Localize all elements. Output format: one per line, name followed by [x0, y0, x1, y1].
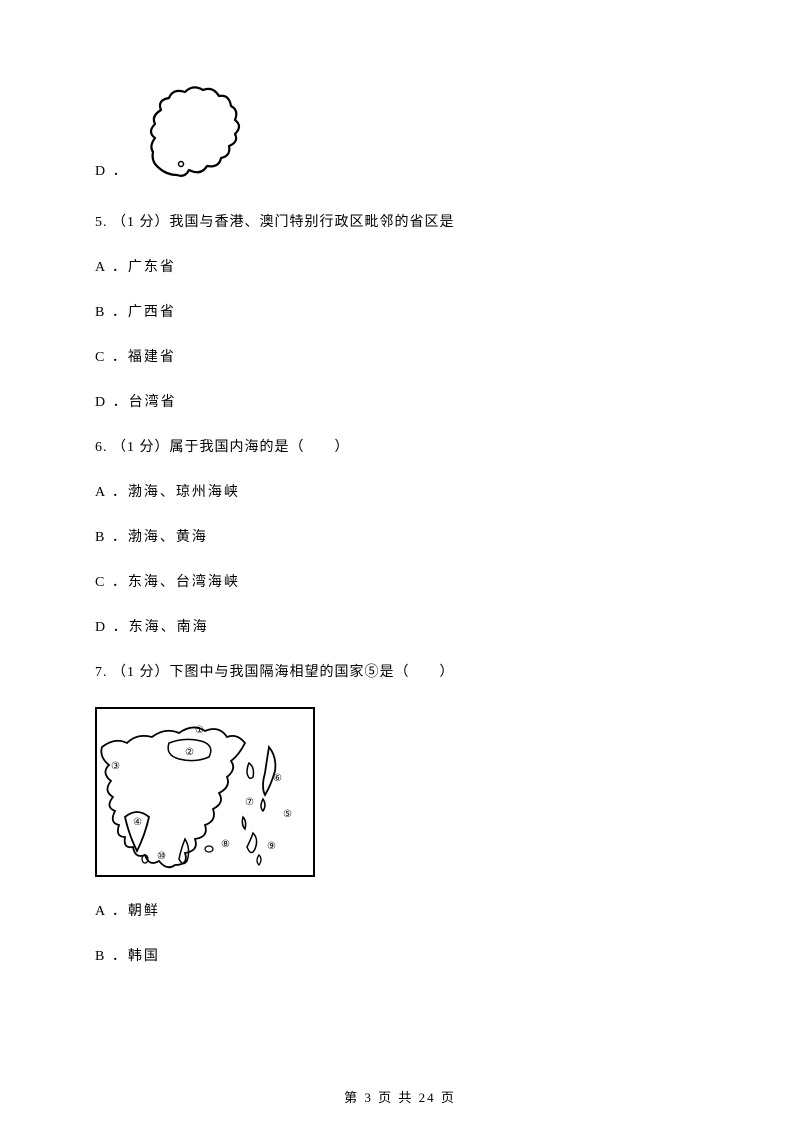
map-label-5: ⑤: [283, 809, 292, 820]
map-label-9: ⑨: [267, 841, 276, 852]
q5-option-b: B ．广西省: [95, 302, 705, 323]
asia-map-icon: ① ② ③ ④ ⑤ ⑥ ⑦ ⑧ ⑨ ⑩: [97, 709, 313, 875]
q5-stem: 5. （1 分）我国与香港、澳门特别行政区毗邻的省区是: [95, 212, 705, 233]
q7-option-a: A ．朝鲜: [95, 901, 705, 922]
q7-map-figure: ① ② ③ ④ ⑤ ⑥ ⑦ ⑧ ⑨ ⑩: [95, 707, 315, 877]
map-label-3: ③: [111, 761, 120, 772]
q5-option-c: C ．福建省: [95, 347, 705, 368]
q6-option-b: B ．渤海、黄海: [95, 527, 705, 548]
map-label-1: ①: [195, 725, 204, 736]
map-label-7: ⑦: [245, 797, 254, 808]
q6-option-c: C ．东海、台湾海峡: [95, 572, 705, 593]
map-label-10: ⑩: [157, 851, 166, 862]
map-label-6: ⑥: [273, 773, 282, 784]
map-label-2: ②: [185, 747, 194, 758]
page-footer: 第 3 页 共 24 页: [0, 1087, 800, 1106]
q6-option-d: D ．东海、南海: [95, 617, 705, 638]
q6-option-a: A ．渤海、琼州海峡: [95, 482, 705, 503]
page-content: D ． 5. （1 分）我国与香港、澳门特别行政区毗邻的省区是 A ．广东省 B…: [95, 80, 705, 967]
q6-stem: 6. （1 分）属于我国内海的是（ ）: [95, 437, 705, 458]
map-label-4: ④: [133, 817, 142, 828]
province-outline-map-icon: [137, 80, 247, 188]
q5-option-a: A ．广东省: [95, 257, 705, 278]
q4-option-d: D ．: [95, 80, 705, 188]
q7-option-b: B ．韩国: [95, 946, 705, 967]
q7-stem: 7. （1 分）下图中与我国隔海相望的国家⑤是（ ）: [95, 662, 705, 683]
q5-option-d: D ．台湾省: [95, 392, 705, 413]
q4-option-d-label: D ．: [95, 161, 129, 188]
map-label-8: ⑧: [221, 839, 230, 850]
